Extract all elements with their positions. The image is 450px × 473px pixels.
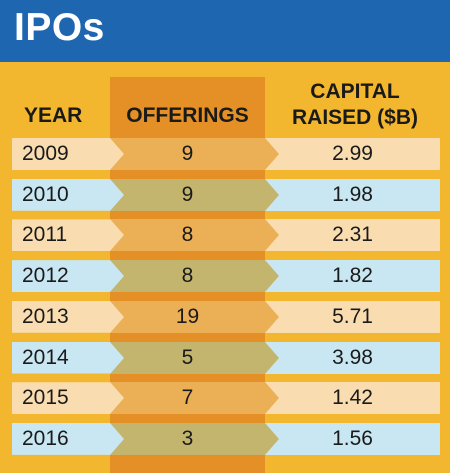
offerings-column-header: OFFERINGS (126, 104, 249, 127)
offerings-cell: 8 (181, 223, 194, 247)
offerings-cell: 9 (181, 182, 194, 206)
table-row: 2016 3 1.56 (0, 422, 450, 455)
row-offerings-background (110, 219, 265, 252)
row-arrow-right (265, 382, 279, 415)
row-arrow-left (110, 219, 124, 252)
offerings-cell: 9 (181, 142, 194, 165)
row-year-background (12, 382, 124, 415)
capital-header-line-1: CAPITAL (310, 80, 400, 103)
row-capital-background (265, 178, 440, 211)
year-column-header: YEAR (24, 104, 83, 127)
offerings-cell: 19 (175, 304, 200, 328)
row-year-background (12, 300, 124, 333)
table-row: 2011 8 2.31 (0, 219, 450, 252)
table-row: 2012 8 1.82 (0, 260, 450, 293)
table-row: 2009 9 2.99 (0, 138, 450, 170)
table-row: 2015 7 1.42 (0, 382, 450, 415)
row-capital-background (265, 138, 440, 170)
year-cell: 2016 (22, 426, 69, 450)
year-cell: 2013 (22, 304, 69, 328)
row-arrow-left (110, 382, 124, 415)
row-arrow-left (110, 178, 124, 211)
row-offerings-background (110, 341, 265, 374)
row-year-background (12, 138, 124, 170)
table-row: 2014 5 3.98 (0, 341, 450, 374)
capital-column-header: CAPITAL RAISED ($B) (280, 79, 430, 131)
capital-cell: 2.99 (332, 142, 373, 165)
offerings-cell: 3 (181, 426, 194, 450)
capital-cell: 3.98 (332, 345, 373, 369)
title-bar: IPOs (0, 0, 450, 62)
row-year-background (12, 219, 124, 252)
row-offerings-background (110, 260, 265, 293)
year-cell: 2011 (22, 223, 68, 247)
offerings-cell: 7 (181, 386, 194, 410)
row-arrow-right (265, 300, 279, 333)
row-arrow-right (265, 219, 279, 252)
row-arrow-right (265, 138, 279, 170)
row-arrow-left (110, 260, 124, 293)
row-capital-background (265, 382, 440, 415)
page-title: IPOs (14, 6, 105, 49)
row-arrow-left (110, 422, 124, 455)
offerings-cell: 8 (181, 264, 194, 288)
capital-cell: 1.98 (332, 182, 373, 206)
year-cell: 2009 (22, 142, 69, 165)
row-year-background (12, 178, 124, 211)
row-arrow-left (110, 300, 124, 333)
row-year-background (12, 422, 124, 455)
year-cell: 2012 (22, 264, 69, 288)
year-cell: 2010 (22, 182, 69, 206)
row-arrow-right (265, 260, 279, 293)
row-capital-background (265, 260, 440, 293)
row-offerings-background (110, 382, 265, 415)
row-capital-background (265, 219, 440, 252)
row-capital-background (265, 341, 440, 374)
capital-cell: 2.31 (332, 223, 373, 247)
capital-cell: 1.82 (332, 264, 373, 288)
row-year-background (12, 341, 124, 374)
year-cell: 2014 (22, 345, 69, 369)
row-arrow-right (265, 422, 279, 455)
row-capital-background (265, 300, 440, 333)
capital-cell: 1.56 (332, 426, 373, 450)
row-offerings-background (110, 178, 265, 211)
year-cell: 2015 (22, 386, 69, 410)
row-arrow-right (265, 178, 279, 211)
capital-header-line-2: RAISED ($B) (291, 106, 418, 129)
capital-cell: 1.42 (332, 386, 373, 410)
table-row: 2010 9 1.98 (0, 178, 450, 211)
row-offerings-background (110, 138, 265, 170)
table-row: 2013 19 5.71 (0, 300, 450, 333)
row-offerings-background (110, 300, 265, 333)
row-year-background (12, 260, 124, 293)
offerings-cell: 5 (181, 345, 194, 369)
row-arrow-right (265, 341, 279, 374)
row-arrow-left (110, 138, 124, 170)
row-arrow-left (110, 341, 124, 374)
capital-cell: 5.71 (332, 304, 373, 328)
row-capital-background (265, 422, 440, 455)
row-offerings-background (110, 422, 265, 455)
